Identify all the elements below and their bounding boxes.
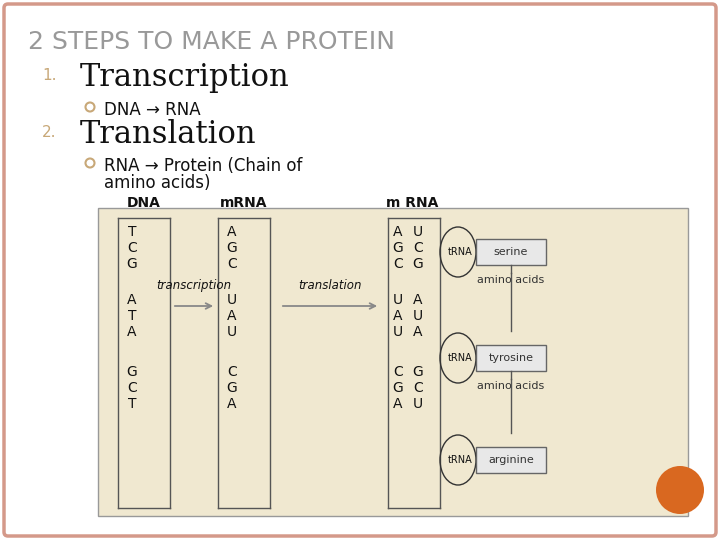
Text: T: T	[127, 225, 136, 239]
Text: U: U	[413, 309, 423, 323]
Bar	[476, 447, 546, 473]
Text: arginine: arginine	[488, 455, 534, 465]
Text: G: G	[392, 241, 403, 255]
Text: 2 STEPS TO MAKE A PROTEIN: 2 STEPS TO MAKE A PROTEIN	[28, 30, 395, 54]
Text: T: T	[127, 397, 136, 411]
Text: A: A	[228, 397, 237, 411]
Bar	[476, 345, 546, 371]
Text: U: U	[227, 293, 237, 307]
Text: translation: translation	[298, 279, 361, 292]
Text: C: C	[393, 365, 403, 379]
Text: C: C	[413, 241, 423, 255]
Text: G: G	[127, 257, 138, 271]
Text: C: C	[127, 241, 137, 255]
Text: U: U	[413, 397, 423, 411]
Text: G: G	[127, 365, 138, 379]
Text: C: C	[227, 365, 237, 379]
Text: C: C	[393, 257, 403, 271]
Text: A: A	[393, 225, 402, 239]
Text: DNA: DNA	[127, 196, 161, 210]
Text: RNA → Protein (Chain of: RNA → Protein (Chain of	[104, 157, 302, 175]
Text: G: G	[227, 381, 238, 395]
Text: A: A	[393, 397, 402, 411]
Text: A: A	[127, 325, 137, 339]
Text: C: C	[127, 381, 137, 395]
Bar	[98, 208, 688, 516]
Text: G: G	[413, 257, 423, 271]
Text: Translation: Translation	[80, 119, 256, 150]
Text: tRNA: tRNA	[448, 353, 472, 363]
Text: DNA → RNA: DNA → RNA	[104, 101, 201, 119]
Text: mRNA: mRNA	[220, 196, 268, 210]
Text: 1.: 1.	[42, 68, 56, 83]
Text: C: C	[413, 381, 423, 395]
Text: transcription: transcription	[156, 279, 232, 292]
Text: amino acids: amino acids	[477, 381, 544, 391]
Text: U: U	[413, 225, 423, 239]
Text: m RNA: m RNA	[386, 196, 438, 210]
FancyBboxPatch shape	[4, 4, 716, 536]
Text: C: C	[227, 257, 237, 271]
Text: 2.: 2.	[42, 125, 56, 140]
Text: A: A	[393, 309, 402, 323]
Text: G: G	[413, 365, 423, 379]
Text: serine: serine	[494, 247, 528, 257]
Text: A: A	[413, 325, 423, 339]
Text: A: A	[413, 293, 423, 307]
Bar	[476, 239, 546, 265]
Text: G: G	[392, 381, 403, 395]
Text: tRNA: tRNA	[448, 455, 472, 465]
Text: A: A	[228, 309, 237, 323]
Text: tyrosine: tyrosine	[488, 353, 534, 363]
Text: A: A	[228, 225, 237, 239]
Circle shape	[656, 466, 704, 514]
Text: amino acids): amino acids)	[104, 174, 210, 192]
Text: A: A	[127, 293, 137, 307]
Text: U: U	[393, 325, 403, 339]
Text: tRNA: tRNA	[448, 247, 472, 257]
Text: amino acids: amino acids	[477, 275, 544, 285]
Text: U: U	[393, 293, 403, 307]
Text: T: T	[127, 309, 136, 323]
Text: G: G	[227, 241, 238, 255]
Text: Transcription: Transcription	[80, 62, 289, 93]
Text: U: U	[227, 325, 237, 339]
